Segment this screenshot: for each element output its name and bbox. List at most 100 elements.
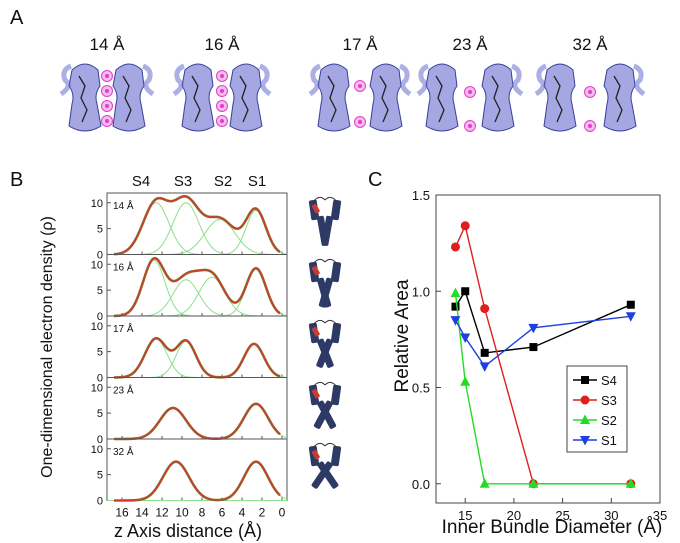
y-tick-label: 0	[97, 496, 103, 508]
subplot-frame	[106, 377, 288, 440]
y-tick-label: 5	[97, 408, 103, 420]
data-point	[626, 300, 635, 309]
subunit-backbone	[191, 75, 201, 123]
density-fit-curve	[113, 194, 281, 256]
structure-label-17: 17 Å	[343, 35, 379, 54]
x-tick-label: 14	[135, 506, 149, 520]
panel-b-ylabel: One-dimensional electron density (ρ)	[39, 216, 56, 478]
channel-structure-14	[59, 63, 155, 132]
panel-a-labels: 14 Å 16 Å 17 Å 23 Å 32 Å	[90, 35, 609, 54]
data-point	[625, 312, 636, 322]
panel-b-channel-icons	[308, 196, 342, 489]
subunit-arm	[416, 63, 430, 97]
panel-a-structures	[59, 63, 646, 132]
legend-label: S3	[601, 393, 617, 408]
helix-lower-right	[313, 400, 333, 429]
x-tick-label: 16	[115, 506, 129, 520]
data-point	[460, 221, 470, 231]
subunit-density	[181, 63, 215, 132]
gaussian-component	[107, 461, 288, 501]
subunit-backbone	[491, 75, 501, 123]
site-label-s1: S1	[248, 173, 266, 190]
y-tick-label: 5	[97, 470, 103, 482]
loop-left	[312, 196, 326, 203]
subunit-density	[481, 63, 515, 132]
x-tick-label: 4	[239, 506, 246, 520]
subunit-backbone	[435, 75, 445, 123]
subplot-frame	[106, 192, 288, 255]
y-tick-label: 5	[97, 347, 103, 359]
legend-label: S2	[601, 413, 617, 428]
gaussian-component	[107, 461, 287, 501]
data-point	[625, 478, 636, 488]
density-subplot: 0 5 10 17 Å	[91, 315, 288, 385]
helix-lower-right	[316, 338, 333, 368]
x-tick-label: 15	[458, 508, 472, 523]
subunit-density	[425, 63, 459, 132]
ion-dot	[358, 120, 362, 124]
y-tick-label: 0.5	[412, 381, 430, 396]
density-subplot: 0 5 10 23 Å	[91, 377, 288, 446]
loop-right	[324, 381, 338, 388]
y-tick-label: 1.0	[412, 284, 430, 299]
legend: S4 S3 S2 S1	[566, 365, 628, 453]
subunit-arm	[308, 63, 322, 97]
y-tick-label: 10	[91, 382, 103, 394]
data-point	[450, 287, 461, 298]
selectivity-filter	[311, 449, 320, 460]
density-subplot: 0 5 10 16 Å	[91, 254, 288, 323]
data-point	[528, 478, 539, 488]
selectivity-filter	[311, 203, 320, 214]
ion-dot	[358, 84, 362, 88]
subunit-density	[68, 63, 102, 132]
density-curve	[113, 257, 281, 317]
channel-icon	[308, 196, 342, 246]
subunit-backbone	[239, 75, 249, 123]
y-tick-label: 0	[97, 250, 103, 262]
structure-label-32: 32 Å	[573, 35, 609, 54]
loop-right	[324, 442, 338, 449]
data-point	[479, 478, 490, 488]
density-curve	[113, 195, 281, 255]
subunit-arm	[59, 63, 73, 97]
legend-label: S4	[601, 373, 617, 388]
helix-lower-right	[318, 277, 333, 308]
y-tick-label: 0	[97, 434, 103, 446]
structure-label-23: 23 Å	[453, 35, 489, 54]
y-tick-label: 1.5	[412, 188, 430, 203]
density-curve	[113, 337, 281, 379]
subunit-backbone	[553, 75, 563, 123]
subunit-backbone	[122, 75, 132, 123]
density-fit-curve	[113, 256, 281, 318]
subunit-backbone	[379, 75, 389, 123]
y-tick-label: 5	[97, 285, 103, 297]
helix-upper-right	[330, 322, 342, 344]
panel-letter-c: C	[368, 169, 382, 191]
y-tick-label: 5	[97, 224, 103, 236]
density-subplot: 0 5 10 32 Å	[91, 438, 288, 508]
data-point	[529, 343, 538, 352]
series-line	[454, 289, 632, 354]
x-tick-label: 35	[653, 508, 667, 523]
panel-b-xlabel: z Axis distance (Å)	[114, 521, 262, 541]
ion-dot	[220, 74, 224, 78]
data-point	[450, 242, 460, 252]
x-tick-label: 30	[604, 508, 618, 523]
data-point	[528, 323, 539, 334]
x-tick-label: 12	[155, 506, 169, 520]
series-s4	[451, 287, 635, 357]
panel-b-density-plot: 0 5 10 14 Å 0 5 10 16 Å 0 5 10 17 Å 0 5 10 23 Å 0 5 10 32 Å…	[91, 192, 288, 520]
helix-upper-right	[330, 261, 342, 283]
selectivity-filter	[311, 265, 320, 276]
gaussian-component	[107, 218, 287, 255]
subunit-arm	[510, 63, 524, 97]
loop-right	[324, 319, 338, 326]
ion-dot	[588, 90, 592, 94]
ion-dot	[220, 119, 224, 123]
channel-icon	[308, 442, 342, 489]
ion-dot	[468, 124, 472, 128]
helix-upper-right	[330, 384, 342, 406]
y-tick-label: 10	[91, 444, 103, 456]
subunit-backbone	[78, 75, 88, 123]
subplot-frame	[106, 315, 288, 378]
